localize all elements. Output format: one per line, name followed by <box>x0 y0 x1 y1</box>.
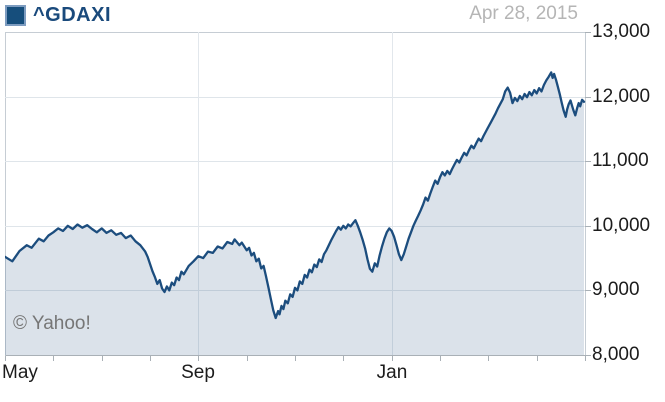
y-axis-tick <box>585 161 591 162</box>
gridline-v <box>198 32 199 355</box>
gridline-h <box>5 97 585 98</box>
chart-date: Apr 28, 2015 <box>469 3 578 24</box>
x-axis-tick <box>537 356 538 361</box>
gridline-h <box>5 226 585 227</box>
gridline-h <box>5 161 585 162</box>
x-axis-tick <box>102 356 103 361</box>
series-legend-swatch <box>5 5 26 26</box>
x-axis-label: Jan <box>376 362 408 383</box>
y-axis-tick <box>585 290 591 291</box>
x-axis-tick <box>247 356 248 361</box>
y-axis-label: 11,000 <box>592 150 649 171</box>
x-axis-tick <box>392 356 393 361</box>
x-axis-label: May <box>2 362 38 383</box>
x-axis-tick <box>440 356 441 361</box>
yahoo-watermark: © Yahoo! <box>13 313 91 334</box>
y-axis-label: 13,000 <box>592 21 651 42</box>
y-axis-tick <box>585 355 591 356</box>
x-axis-tick <box>198 356 199 361</box>
x-axis-tick <box>5 356 6 361</box>
y-axis-tick <box>585 32 591 33</box>
y-axis-label: 12,000 <box>592 86 651 107</box>
x-axis-tick <box>488 356 489 361</box>
price-area-series <box>5 71 586 356</box>
y-axis-label: 9,000 <box>592 279 640 300</box>
y-axis-label: 10,000 <box>592 215 651 236</box>
y-axis-label: 8,000 <box>592 344 640 365</box>
series-fill <box>5 72 584 356</box>
y-axis-tick <box>585 97 591 98</box>
series-line <box>5 71 586 320</box>
x-axis-label: Sep <box>181 362 215 383</box>
x-axis-tick <box>150 356 151 361</box>
x-axis-tick <box>53 356 54 361</box>
x-axis-tick <box>343 356 344 361</box>
y-axis-tick <box>585 226 591 227</box>
x-axis-tick <box>295 356 296 361</box>
plot-area[interactable] <box>5 32 586 356</box>
gridline-v <box>392 32 393 355</box>
symbol-label[interactable]: ^GDAXI <box>33 4 112 26</box>
x-axis-tick <box>585 356 586 361</box>
